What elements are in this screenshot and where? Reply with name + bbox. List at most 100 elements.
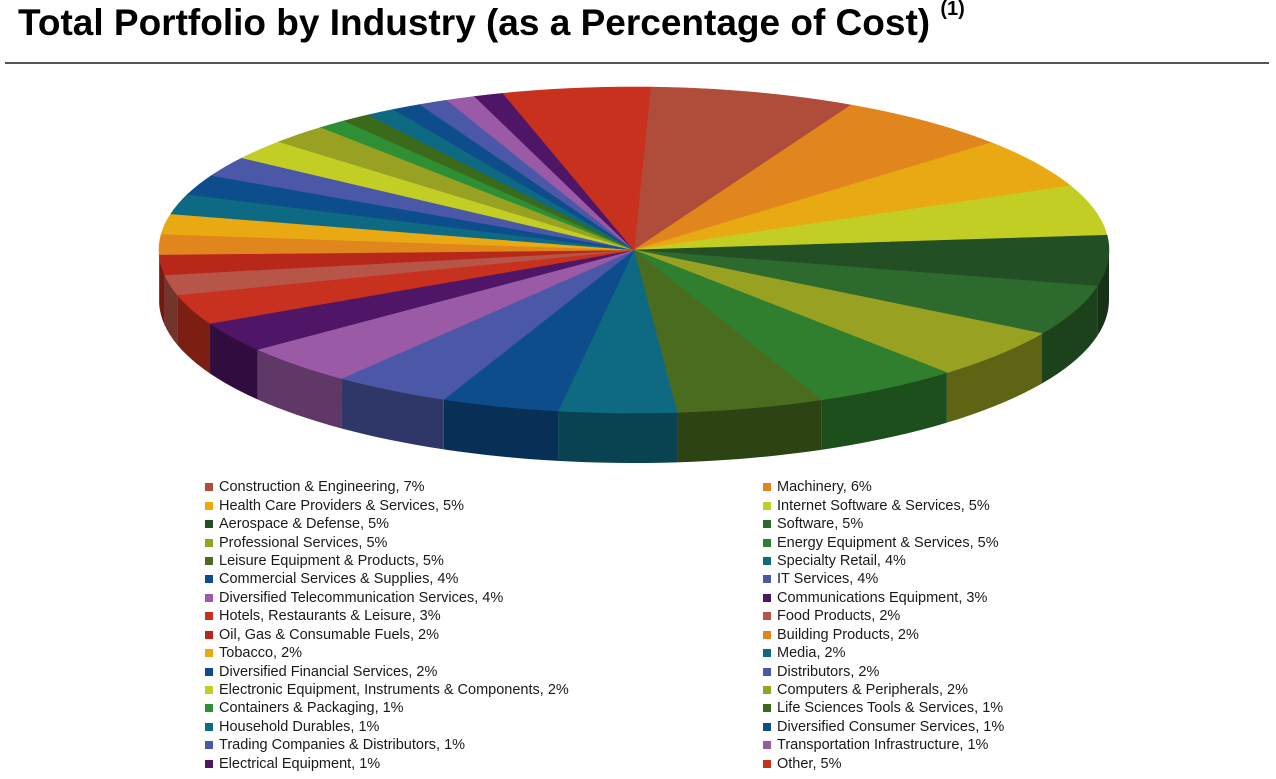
legend-label: Diversified Telecommunication Services, … bbox=[219, 589, 504, 606]
legend-label: Communications Equipment, 3% bbox=[777, 589, 988, 606]
legend-swatch bbox=[205, 686, 213, 695]
legend-swatch bbox=[205, 483, 213, 492]
pie-side-10 bbox=[443, 399, 559, 461]
pie-slice-internet-software-services bbox=[633, 185, 1108, 251]
legend-item: Health Care Providers & Services, 5% bbox=[205, 496, 569, 514]
legend-swatch bbox=[205, 649, 213, 658]
legend-label: Energy Equipment & Services, 5% bbox=[777, 534, 999, 551]
legend-swatch bbox=[763, 667, 771, 676]
legend-item: Containers & Packaging, 1% bbox=[205, 699, 569, 717]
pie-slice-hotels-restaurants-leisure bbox=[176, 249, 635, 324]
pie-side-12 bbox=[257, 349, 342, 429]
legend-label: Life Sciences Tools & Services, 1% bbox=[777, 700, 1004, 717]
pie-slice-construction-engineering bbox=[633, 86, 852, 251]
legend-label: Household Durables, 1% bbox=[219, 718, 380, 735]
legend-item: Building Products, 2% bbox=[763, 626, 1004, 644]
legend-label: Building Products, 2% bbox=[777, 626, 919, 643]
legend-label: Software, 5% bbox=[777, 516, 864, 533]
legend-label: Trading Companies & Distributors, 1% bbox=[219, 737, 466, 754]
legend-label: Machinery, 6% bbox=[777, 479, 872, 496]
pie-side-13 bbox=[210, 323, 258, 400]
legend-item: Life Sciences Tools & Services, 1% bbox=[763, 699, 1004, 717]
legend-swatch bbox=[205, 612, 213, 621]
legend-label: Tobacco, 2% bbox=[219, 645, 303, 662]
pie-slice-communications-equipment bbox=[209, 249, 635, 350]
legend-item: Commercial Services & Supplies, 4% bbox=[205, 570, 569, 588]
legend-item: Diversified Telecommunication Services, … bbox=[205, 589, 569, 607]
pie-slice-machinery bbox=[633, 104, 993, 251]
legend-label: Leisure Equipment & Products, 5% bbox=[219, 552, 444, 569]
legend-label: Food Products, 2% bbox=[777, 608, 901, 625]
legend-swatch bbox=[205, 538, 213, 547]
legend-swatch bbox=[205, 556, 213, 565]
legend-item: Diversified Consumer Services, 1% bbox=[763, 718, 1004, 736]
legend-label: Transportation Infrastructure, 1% bbox=[777, 737, 989, 754]
legend-item: Household Durables, 1% bbox=[205, 718, 569, 736]
pie-chart bbox=[158, 86, 1110, 463]
legend-label: Media, 2% bbox=[777, 645, 846, 662]
pie-slice-aerospace-defense bbox=[633, 234, 1110, 287]
pie-slice-software bbox=[633, 249, 1098, 334]
legend-label: Diversified Financial Services, 2% bbox=[219, 663, 438, 680]
legend-swatch bbox=[205, 520, 213, 529]
legend-swatch bbox=[205, 741, 213, 750]
legend-item: Food Products, 2% bbox=[763, 607, 1004, 625]
legend-item: Tobacco, 2% bbox=[205, 644, 569, 662]
legend-item: Distributors, 2% bbox=[763, 662, 1004, 680]
legend-item: Hotels, Restaurants & Leisure, 3% bbox=[205, 607, 569, 625]
legend-swatch bbox=[763, 575, 771, 584]
legend-item: Transportation Infrastructure, 1% bbox=[763, 736, 1004, 754]
pie-sides bbox=[159, 250, 1109, 463]
title-text: Total Portfolio by Industry (as a Percen… bbox=[18, 2, 931, 43]
pie-slice-it-services bbox=[340, 249, 635, 400]
legend-swatch bbox=[763, 741, 771, 750]
legend-label: Electrical Equipment, 1% bbox=[219, 755, 381, 772]
legend-item: Construction & Engineering, 7% bbox=[205, 478, 569, 496]
legend-swatch bbox=[205, 575, 213, 584]
legend-label: Commercial Services & Supplies, 4% bbox=[219, 571, 459, 588]
pie-slice-commercial-services-supplies bbox=[443, 249, 635, 412]
title-divider bbox=[5, 62, 1269, 64]
pie-side-14 bbox=[177, 294, 211, 374]
legend-label: Distributors, 2% bbox=[777, 663, 880, 680]
legend-swatch bbox=[205, 667, 213, 676]
legend-swatch bbox=[763, 612, 771, 621]
legend-column-left: Construction & Engineering, 7% Health Car… bbox=[205, 478, 569, 773]
pie-side-4 bbox=[1097, 250, 1109, 337]
legend-swatch bbox=[763, 556, 771, 565]
legend-swatch bbox=[763, 483, 771, 492]
legend-item: Trading Companies & Distributors, 1% bbox=[205, 736, 569, 754]
legend-swatch bbox=[763, 649, 771, 658]
pie-slice-health-care-providers-services bbox=[633, 142, 1072, 251]
legend-label: Oil, Gas & Consumable Fuels, 2% bbox=[219, 626, 440, 643]
legend-label: Diversified Consumer Services, 1% bbox=[777, 718, 1005, 735]
legend-swatch bbox=[763, 593, 771, 602]
legend-item: Internet Software & Services, 5% bbox=[763, 496, 1004, 514]
legend-item: Software, 5% bbox=[763, 515, 1004, 533]
legend-label: IT Services, 4% bbox=[777, 571, 879, 588]
pie-slice-diversified-telecommunication-services bbox=[256, 249, 635, 379]
legend-column-right: Machinery, 6% Internet Software & Service… bbox=[763, 478, 1004, 773]
legend-item: Electrical Equipment, 1% bbox=[205, 755, 569, 773]
legend-swatch bbox=[763, 630, 771, 639]
legend-label: Professional Services, 5% bbox=[219, 534, 388, 551]
legend-label: Electronic Equipment, Instruments & Comp… bbox=[219, 682, 569, 699]
pie-side-6 bbox=[946, 333, 1043, 423]
page-title: Total Portfolio by Industry (as a Percen… bbox=[18, 0, 965, 44]
legend-swatch bbox=[763, 520, 771, 529]
legend-swatch bbox=[763, 759, 771, 768]
pie-slice-other bbox=[502, 86, 651, 251]
legend-item: IT Services, 4% bbox=[763, 570, 1004, 588]
pie-side-15 bbox=[164, 274, 178, 345]
pie-side-8 bbox=[677, 399, 822, 463]
legend-item: Electronic Equipment, Instruments & Comp… bbox=[205, 681, 569, 699]
legend-swatch bbox=[205, 593, 213, 602]
legend-label: Aerospace & Defense, 5% bbox=[219, 516, 390, 533]
pie-slice-specialty-retail bbox=[557, 249, 678, 414]
legend-swatch bbox=[763, 501, 771, 510]
legend-label: Internet Software & Services, 5% bbox=[777, 497, 990, 514]
legend-item: Oil, Gas & Consumable Fuels, 2% bbox=[205, 626, 569, 644]
pie-side-9 bbox=[558, 410, 678, 463]
legend-item: Specialty Retail, 4% bbox=[763, 552, 1004, 570]
pie-top bbox=[158, 86, 1110, 414]
